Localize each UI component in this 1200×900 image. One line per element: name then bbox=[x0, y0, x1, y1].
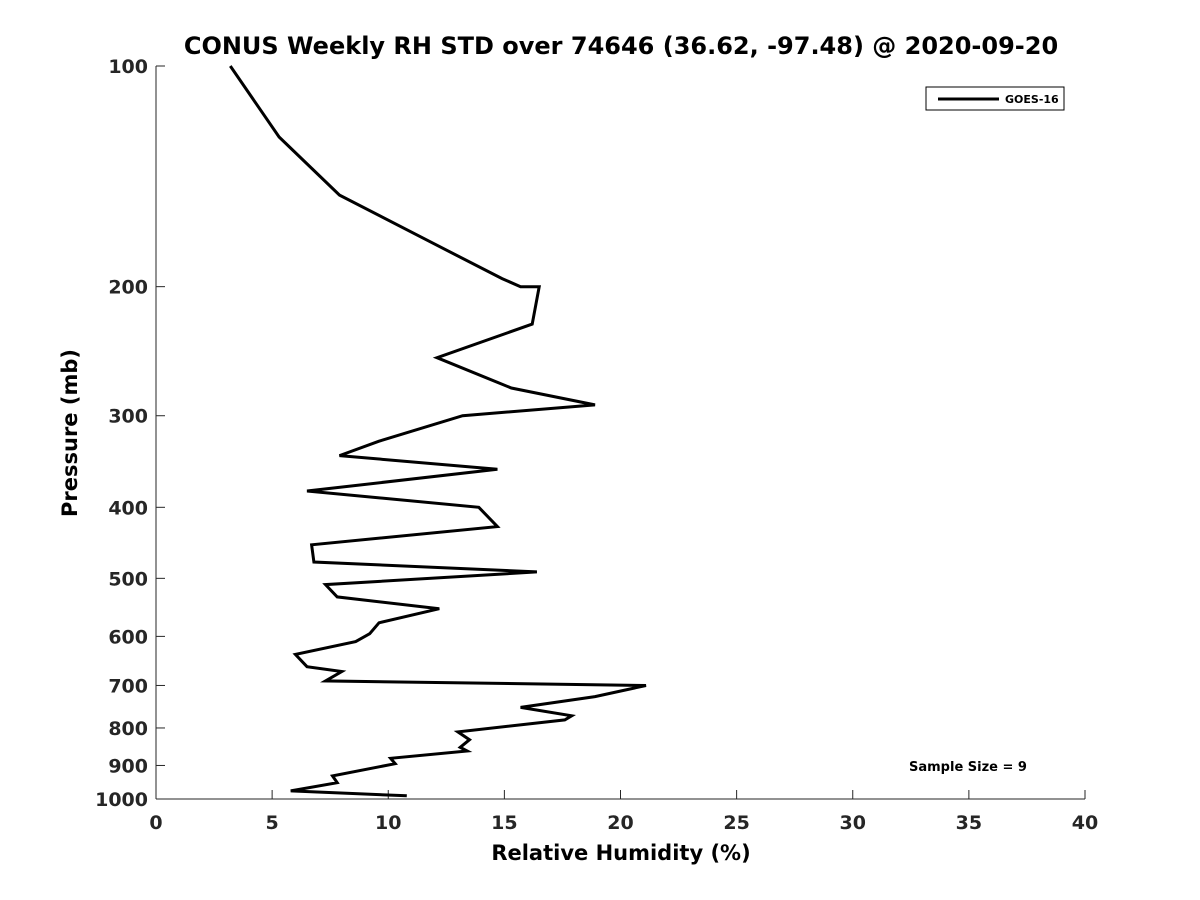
sample-size-annotation: Sample Size = 9 bbox=[909, 760, 1027, 775]
y-tick-label: 400 bbox=[108, 497, 148, 519]
x-tick-label: 10 bbox=[375, 812, 401, 834]
y-ticks: 100 200 300 400 500 600 700 800 900 1000 bbox=[95, 56, 165, 811]
x-tick-label: 5 bbox=[266, 812, 279, 834]
x-tick-label: 30 bbox=[840, 812, 866, 834]
x-tick-label: 20 bbox=[607, 812, 633, 834]
y-tick-label: 300 bbox=[108, 406, 148, 428]
plot-axes bbox=[155, 66, 1085, 800]
y-tick-label: 500 bbox=[108, 568, 148, 590]
x-tick-label: 25 bbox=[723, 812, 749, 834]
y-tick-label: 1000 bbox=[95, 789, 148, 811]
series-line-goes-16 bbox=[229, 65, 647, 798]
y-tick-label: 600 bbox=[108, 626, 148, 648]
y-tick-label: 200 bbox=[108, 277, 148, 299]
y-tick-label: 900 bbox=[108, 755, 148, 777]
x-axis-label: Relative Humidity (%) bbox=[491, 841, 750, 865]
x-ticks: 0 5 10 15 20 25 30 35 40 bbox=[149, 790, 1098, 834]
y-tick-label: 100 bbox=[108, 56, 148, 78]
x-tick-label: 15 bbox=[491, 812, 517, 834]
legend: GOES-16 bbox=[925, 86, 1065, 111]
x-tick-label: 40 bbox=[1072, 812, 1098, 834]
legend-label-goes-16: GOES-16 bbox=[1005, 93, 1059, 106]
x-tick-label: 0 bbox=[149, 812, 162, 834]
y-axis-label: Pressure (mb) bbox=[58, 349, 82, 517]
x-tick-label: 35 bbox=[956, 812, 982, 834]
y-tick-label: 800 bbox=[108, 718, 148, 740]
chart-title: CONUS Weekly RH STD over 74646 (36.62, -… bbox=[184, 32, 1058, 60]
y-tick-label: 700 bbox=[108, 675, 148, 697]
series-group bbox=[229, 65, 647, 798]
